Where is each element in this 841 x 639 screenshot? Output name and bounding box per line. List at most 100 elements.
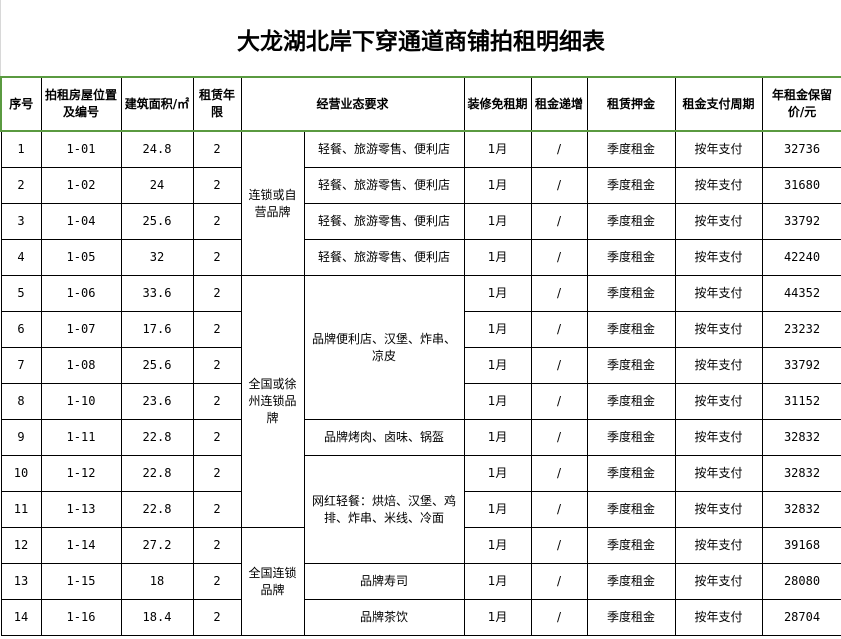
cell-no[interactable]: 9 bbox=[0, 419, 42, 456]
cell-free-period[interactable]: 1月 bbox=[463, 383, 532, 420]
cell-deposit[interactable]: 季度租金 bbox=[586, 491, 676, 528]
cell-business[interactable]: 轻餐、旅游零售、便利店 bbox=[303, 239, 465, 276]
cell-increase[interactable]: / bbox=[530, 383, 588, 420]
cell-years[interactable]: 2 bbox=[192, 311, 242, 348]
cell-area[interactable]: 17.6 bbox=[120, 311, 194, 348]
cell-free-period[interactable]: 1月 bbox=[463, 599, 532, 636]
cell-years[interactable]: 2 bbox=[192, 347, 242, 384]
cell-unit[interactable]: 1-16 bbox=[40, 599, 122, 636]
cell-reserve-price[interactable]: 39168 bbox=[761, 527, 841, 564]
cell-increase[interactable]: / bbox=[530, 599, 588, 636]
header-deposit[interactable]: 租赁押金 bbox=[586, 76, 676, 132]
cell-unit[interactable]: 1-13 bbox=[40, 491, 122, 528]
cell-free-period[interactable]: 1月 bbox=[463, 527, 532, 564]
header-row[interactable]: 序号 拍租房屋位置及编号 建筑面积/㎡ 租赁年限 经营业态要求 装修免租期 租金… bbox=[0, 76, 841, 132]
header-free-period[interactable]: 装修免租期 bbox=[463, 76, 532, 132]
cell-years[interactable]: 2 bbox=[192, 203, 242, 240]
cell-area[interactable]: 23.6 bbox=[120, 383, 194, 420]
cell-business[interactable]: 轻餐、旅游零售、便利店 bbox=[303, 203, 465, 240]
cell-deposit[interactable]: 季度租金 bbox=[586, 563, 676, 600]
cell-reserve-price[interactable]: 28080 bbox=[761, 563, 841, 600]
cell-years[interactable]: 2 bbox=[192, 563, 242, 600]
cell-unit[interactable]: 1-11 bbox=[40, 419, 122, 456]
cell-free-period[interactable]: 1月 bbox=[463, 203, 532, 240]
cell-area[interactable]: 24.8 bbox=[120, 130, 194, 168]
cell-increase[interactable]: / bbox=[530, 527, 588, 564]
cell-years[interactable]: 2 bbox=[192, 167, 242, 204]
header-no[interactable]: 序号 bbox=[0, 76, 42, 132]
cell-reserve-price[interactable]: 23232 bbox=[761, 311, 841, 348]
cell-no[interactable]: 11 bbox=[0, 491, 42, 528]
cell-area[interactable]: 24 bbox=[120, 167, 194, 204]
cell-pay-cycle[interactable]: 按年支付 bbox=[674, 563, 763, 600]
cell-increase[interactable]: / bbox=[530, 203, 588, 240]
cell-unit[interactable]: 1-07 bbox=[40, 311, 122, 348]
cell-area[interactable]: 27.2 bbox=[120, 527, 194, 564]
header-increase[interactable]: 租金递增 bbox=[530, 76, 588, 132]
cell-increase[interactable]: / bbox=[530, 167, 588, 204]
cell-free-period[interactable]: 1月 bbox=[463, 563, 532, 600]
cell-reserve-price[interactable]: 33792 bbox=[761, 347, 841, 384]
cell-pay-cycle[interactable]: 按年支付 bbox=[674, 455, 763, 492]
cell-no[interactable]: 4 bbox=[0, 239, 42, 276]
cell-increase[interactable]: / bbox=[530, 347, 588, 384]
cell-business[interactable]: 品牌茶饮 bbox=[303, 599, 465, 636]
cell-reserve-price[interactable]: 32832 bbox=[761, 455, 841, 492]
cell-deposit[interactable]: 季度租金 bbox=[586, 455, 676, 492]
cell-deposit[interactable]: 季度租金 bbox=[586, 419, 676, 456]
cell-brand-group[interactable]: 全国或徐州连锁品牌 bbox=[240, 275, 305, 528]
cell-unit[interactable]: 1-08 bbox=[40, 347, 122, 384]
cell-pay-cycle[interactable]: 按年支付 bbox=[674, 527, 763, 564]
cell-business[interactable]: 轻餐、旅游零售、便利店 bbox=[303, 130, 465, 168]
cell-no[interactable]: 6 bbox=[0, 311, 42, 348]
cell-unit[interactable]: 1-15 bbox=[40, 563, 122, 600]
cell-pay-cycle[interactable]: 按年支付 bbox=[674, 599, 763, 636]
cell-deposit[interactable]: 季度租金 bbox=[586, 130, 676, 168]
cell-business[interactable]: 品牌便利店、汉堡、炸串、凉皮 bbox=[303, 275, 465, 420]
cell-increase[interactable]: / bbox=[530, 239, 588, 276]
cell-increase[interactable]: / bbox=[530, 563, 588, 600]
cell-years[interactable]: 2 bbox=[192, 383, 242, 420]
header-years[interactable]: 租赁年限 bbox=[192, 76, 242, 132]
cell-reserve-price[interactable]: 28704 bbox=[761, 599, 841, 636]
cell-area[interactable]: 32 bbox=[120, 239, 194, 276]
cell-business[interactable]: 网红轻餐：烘焙、汉堡、鸡排、炸串、米线、冷面 bbox=[303, 455, 465, 564]
cell-deposit[interactable]: 季度租金 bbox=[586, 527, 676, 564]
cell-years[interactable]: 2 bbox=[192, 491, 242, 528]
cell-deposit[interactable]: 季度租金 bbox=[586, 167, 676, 204]
cell-area[interactable]: 33.6 bbox=[120, 275, 194, 312]
cell-no[interactable]: 14 bbox=[0, 599, 42, 636]
cell-deposit[interactable]: 季度租金 bbox=[586, 311, 676, 348]
cell-no[interactable]: 2 bbox=[0, 167, 42, 204]
cell-deposit[interactable]: 季度租金 bbox=[586, 275, 676, 312]
cell-pay-cycle[interactable]: 按年支付 bbox=[674, 311, 763, 348]
cell-pay-cycle[interactable]: 按年支付 bbox=[674, 167, 763, 204]
cell-area[interactable]: 25.6 bbox=[120, 347, 194, 384]
cell-deposit[interactable]: 季度租金 bbox=[586, 347, 676, 384]
cell-increase[interactable]: / bbox=[530, 311, 588, 348]
cell-deposit[interactable]: 季度租金 bbox=[586, 203, 676, 240]
cell-reserve-price[interactable]: 32832 bbox=[761, 419, 841, 456]
cell-no[interactable]: 13 bbox=[0, 563, 42, 600]
cell-brand-group[interactable]: 连锁或自营品牌 bbox=[240, 130, 305, 276]
cell-unit[interactable]: 1-14 bbox=[40, 527, 122, 564]
cell-no[interactable]: 7 bbox=[0, 347, 42, 384]
cell-years[interactable]: 2 bbox=[192, 239, 242, 276]
cell-free-period[interactable]: 1月 bbox=[463, 347, 532, 384]
cell-years[interactable]: 2 bbox=[192, 599, 242, 636]
cell-area[interactable]: 22.8 bbox=[120, 491, 194, 528]
cell-years[interactable]: 2 bbox=[192, 455, 242, 492]
cell-unit[interactable]: 1-01 bbox=[40, 130, 122, 168]
cell-increase[interactable]: / bbox=[530, 455, 588, 492]
cell-area[interactable]: 25.6 bbox=[120, 203, 194, 240]
cell-deposit[interactable]: 季度租金 bbox=[586, 383, 676, 420]
cell-deposit[interactable]: 季度租金 bbox=[586, 239, 676, 276]
cell-no[interactable]: 12 bbox=[0, 527, 42, 564]
cell-business[interactable]: 品牌寿司 bbox=[303, 563, 465, 600]
cell-reserve-price[interactable]: 31152 bbox=[761, 383, 841, 420]
cell-pay-cycle[interactable]: 按年支付 bbox=[674, 347, 763, 384]
cell-years[interactable]: 2 bbox=[192, 130, 242, 168]
cell-free-period[interactable]: 1月 bbox=[463, 275, 532, 312]
cell-increase[interactable]: / bbox=[530, 491, 588, 528]
cell-business[interactable]: 轻餐、旅游零售、便利店 bbox=[303, 167, 465, 204]
